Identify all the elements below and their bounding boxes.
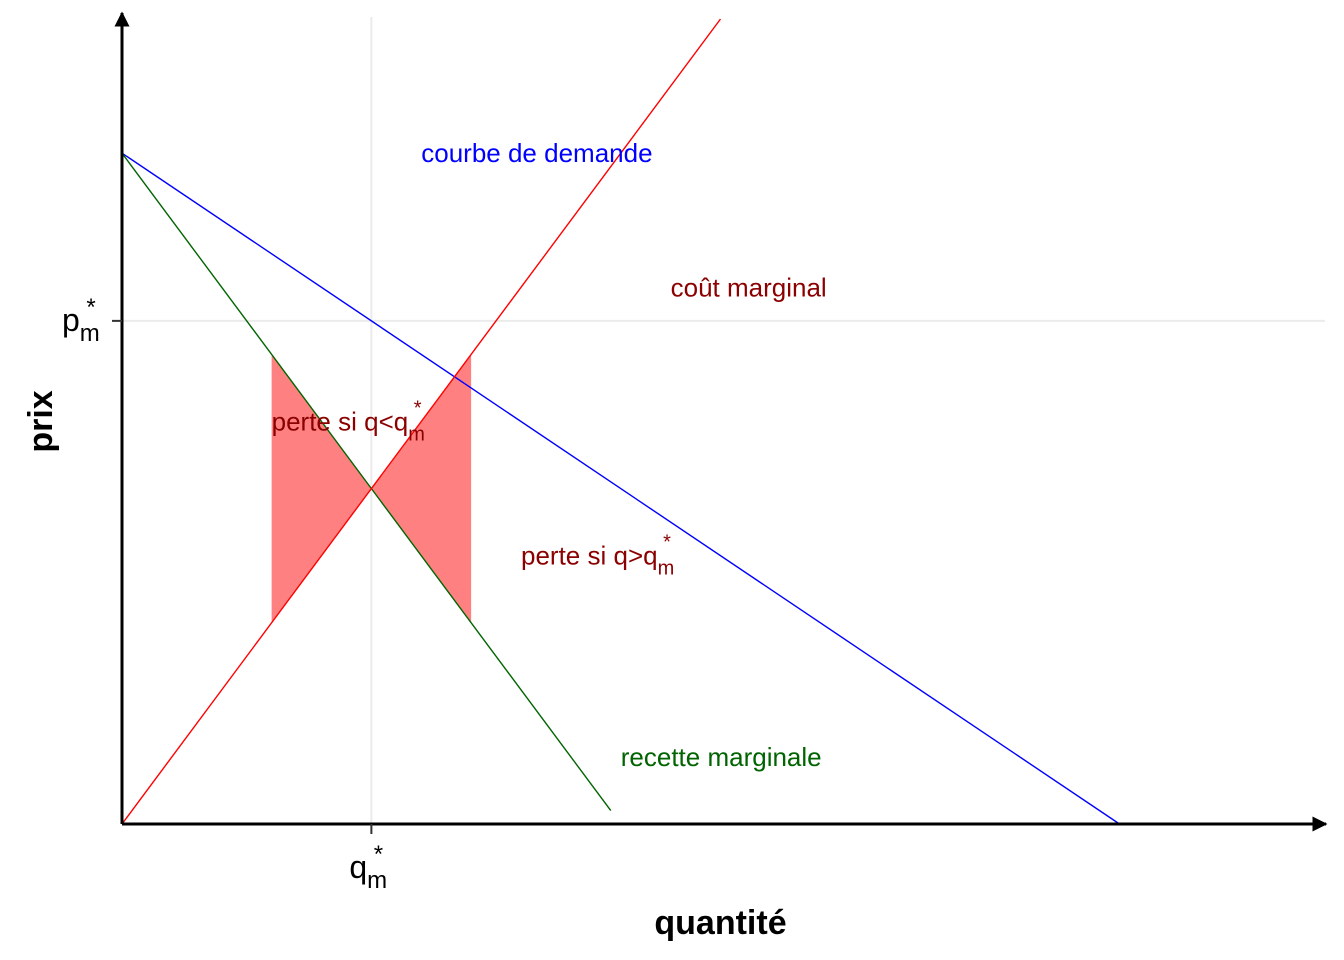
- annotation-loss_low: perte si q<qm *: [272, 398, 425, 446]
- x-axis-title: quantité: [654, 904, 786, 942]
- y-tick-label-0-sup: *: [86, 294, 95, 321]
- loss-regions: [271, 354, 472, 623]
- annotation-loss_high: perte si q>qm *: [521, 532, 674, 580]
- grid-lines: [122, 17, 1325, 824]
- y-tick-label-0-base: p: [62, 302, 80, 338]
- y-tick-label-0: pm*: [62, 294, 100, 347]
- annotation-demand: courbe de demande: [421, 138, 652, 168]
- loss-region-1: [371, 354, 472, 623]
- x-tick-label-0-base: q: [349, 849, 367, 885]
- y-tick-label-0-sub: m: [80, 320, 100, 347]
- x-tick-label-0-sub: m: [367, 867, 387, 894]
- series-line-2: [121, 18, 722, 825]
- x-tick-label-0: qm*: [349, 841, 387, 894]
- annotation-loss_low-sup: *: [414, 398, 422, 420]
- x-tick-label-0-sup: *: [374, 841, 383, 868]
- series-line-1: [121, 152, 612, 812]
- axes: [114, 11, 1328, 832]
- y-axis-title: prix: [22, 390, 60, 452]
- annotations: courbe de demande coût marginal recette ma…: [272, 138, 827, 772]
- loss-region-0: [271, 354, 372, 623]
- series-lines: [121, 18, 1120, 825]
- series-line-0: [121, 152, 1120, 825]
- annotation-loss_low-base: perte si q<q: [272, 407, 409, 437]
- annotation-loss_high-sub: m: [658, 558, 675, 580]
- annotation-loss_low-sub: m: [408, 424, 425, 446]
- tick-labels: qm*pm*: [62, 294, 387, 894]
- annotation-mr: recette marginale: [621, 742, 822, 772]
- annotation-loss_high-base: perte si q>q: [521, 541, 658, 571]
- annotation-mc: coût marginal: [671, 272, 827, 302]
- annotation-loss_high-sup: *: [663, 532, 671, 554]
